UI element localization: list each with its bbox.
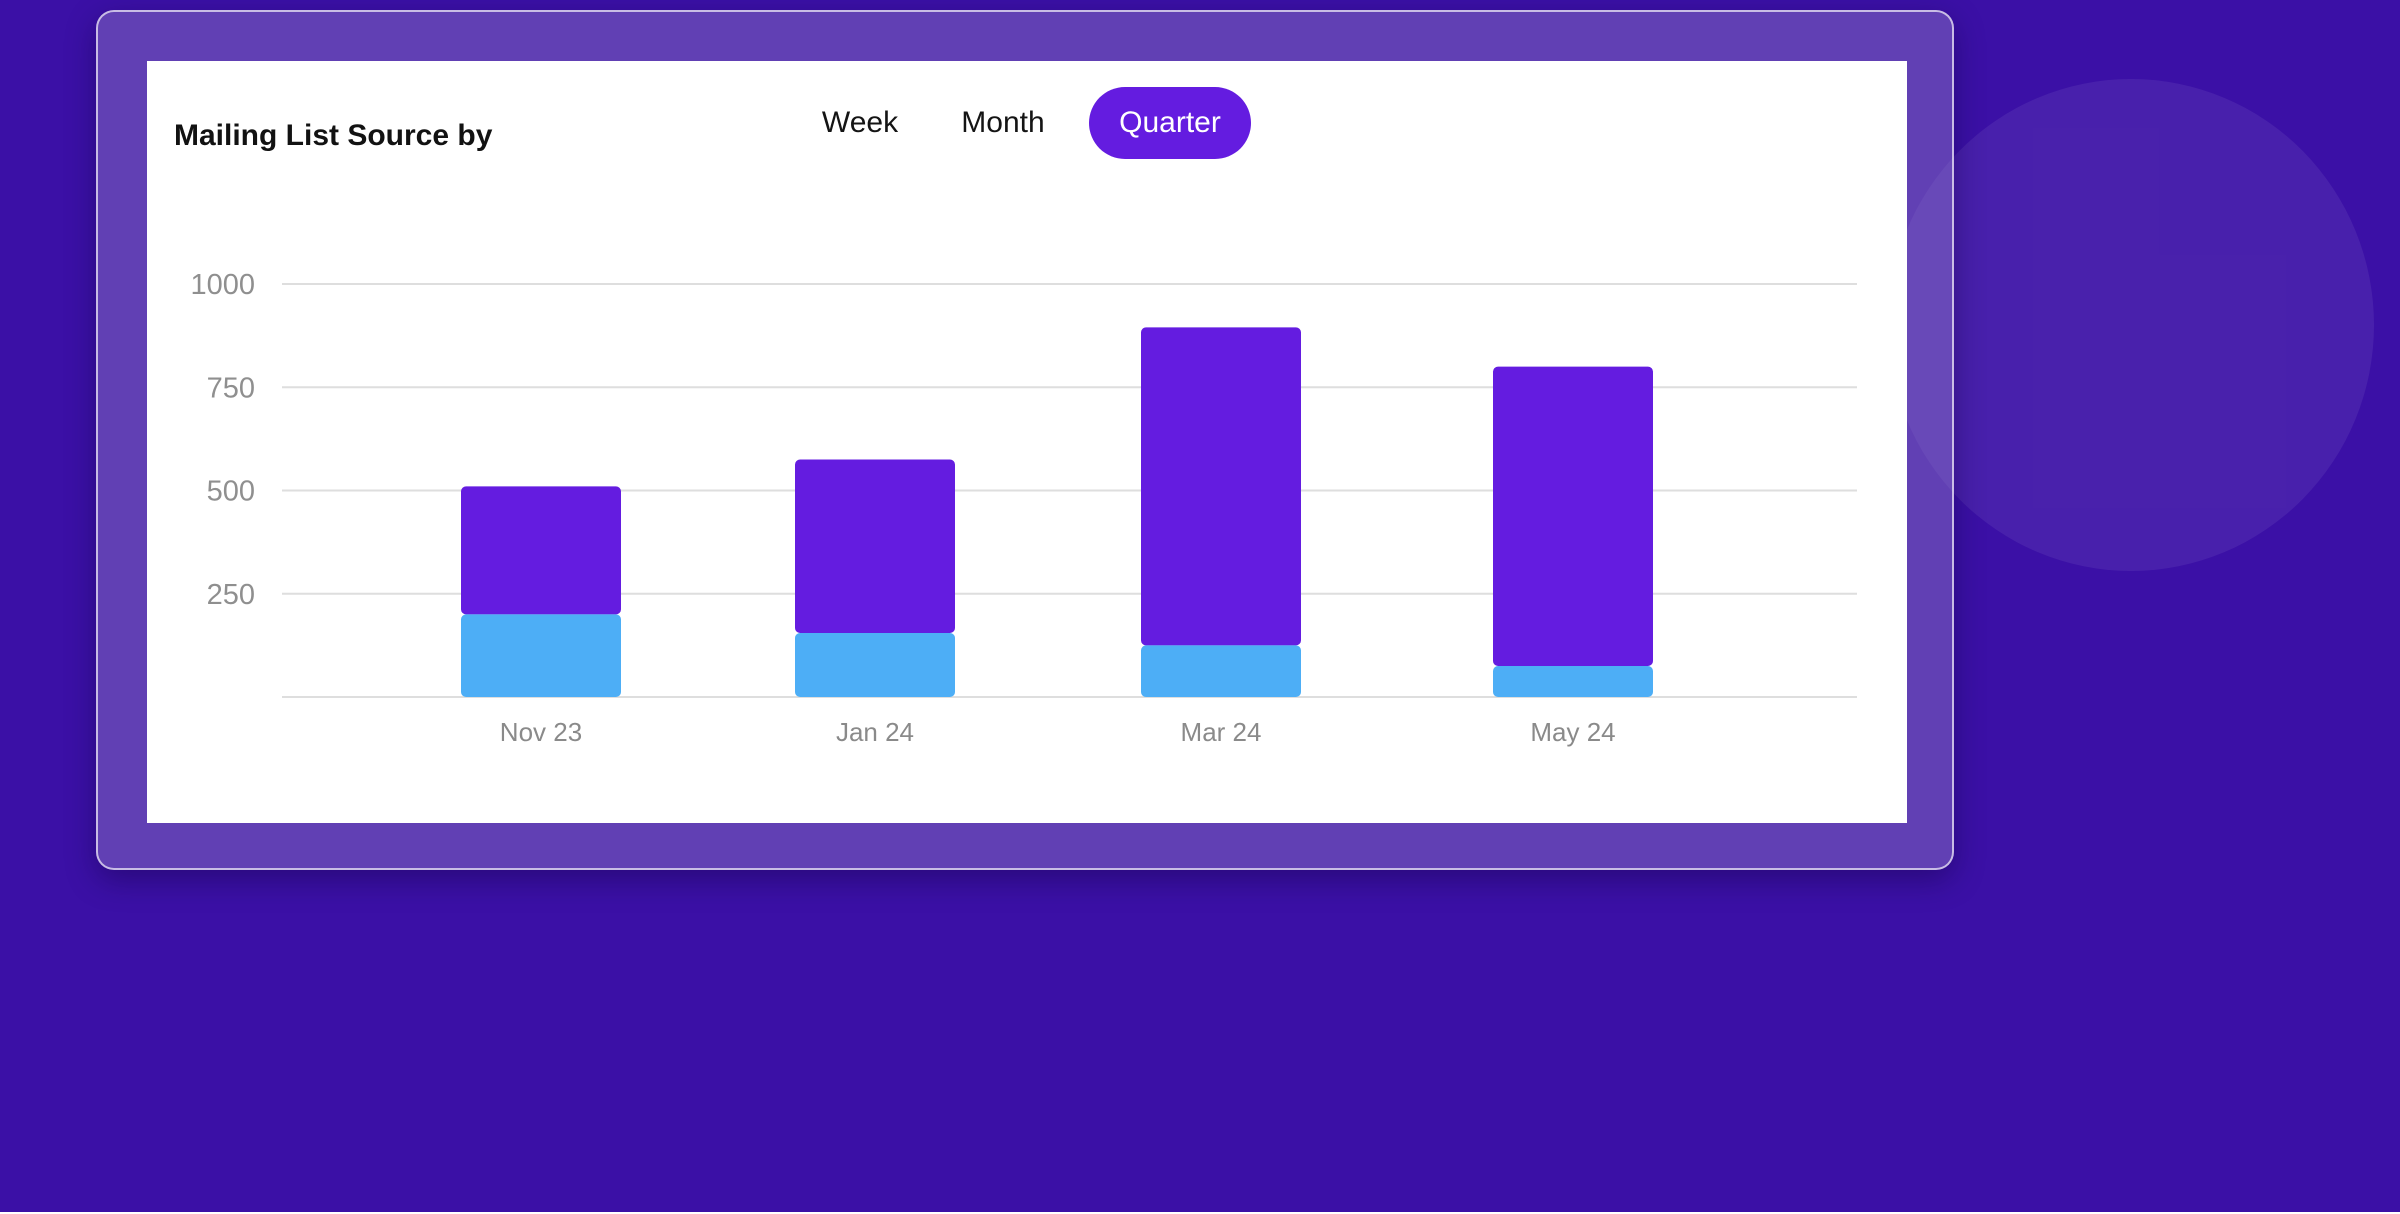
x-category-label: Mar 24 <box>1181 717 1262 747</box>
bar-segment-primary <box>461 486 621 615</box>
y-tick-label: 1000 <box>190 269 255 301</box>
x-category-label: May 24 <box>1530 717 1615 747</box>
y-tick-label: 500 <box>207 476 255 508</box>
tab-month[interactable]: Month <box>961 106 1045 139</box>
bar-segment-primary <box>1141 327 1301 646</box>
tab-week[interactable]: Week <box>821 106 899 139</box>
y-tick-label: 750 <box>207 372 255 404</box>
bar-segment-secondary <box>1493 666 1653 697</box>
chart-card: Mailing List Source by Week Month Quarte… <box>147 61 1907 823</box>
stacked-bar-chart: 250 500 750 1000 Nov 23 Jan 24 Mar 24 May 24 <box>190 269 1857 747</box>
bottom-edge-strip <box>0 1212 2400 1214</box>
bar-segment-secondary <box>795 632 955 697</box>
y-tick-label: 250 <box>207 579 255 611</box>
card-title: Mailing List Source by <box>174 119 493 152</box>
bar-segment-primary <box>795 459 955 633</box>
background-circle-decoration <box>1888 79 2374 571</box>
x-category-label: Nov 23 <box>500 717 582 747</box>
bar-segment-secondary <box>1141 645 1301 697</box>
bar-segment-secondary <box>461 614 621 697</box>
x-category-label: Jan 24 <box>836 717 914 747</box>
bar-segment-primary <box>1493 366 1653 667</box>
tab-quarter[interactable]: Quarter <box>1089 87 1251 159</box>
